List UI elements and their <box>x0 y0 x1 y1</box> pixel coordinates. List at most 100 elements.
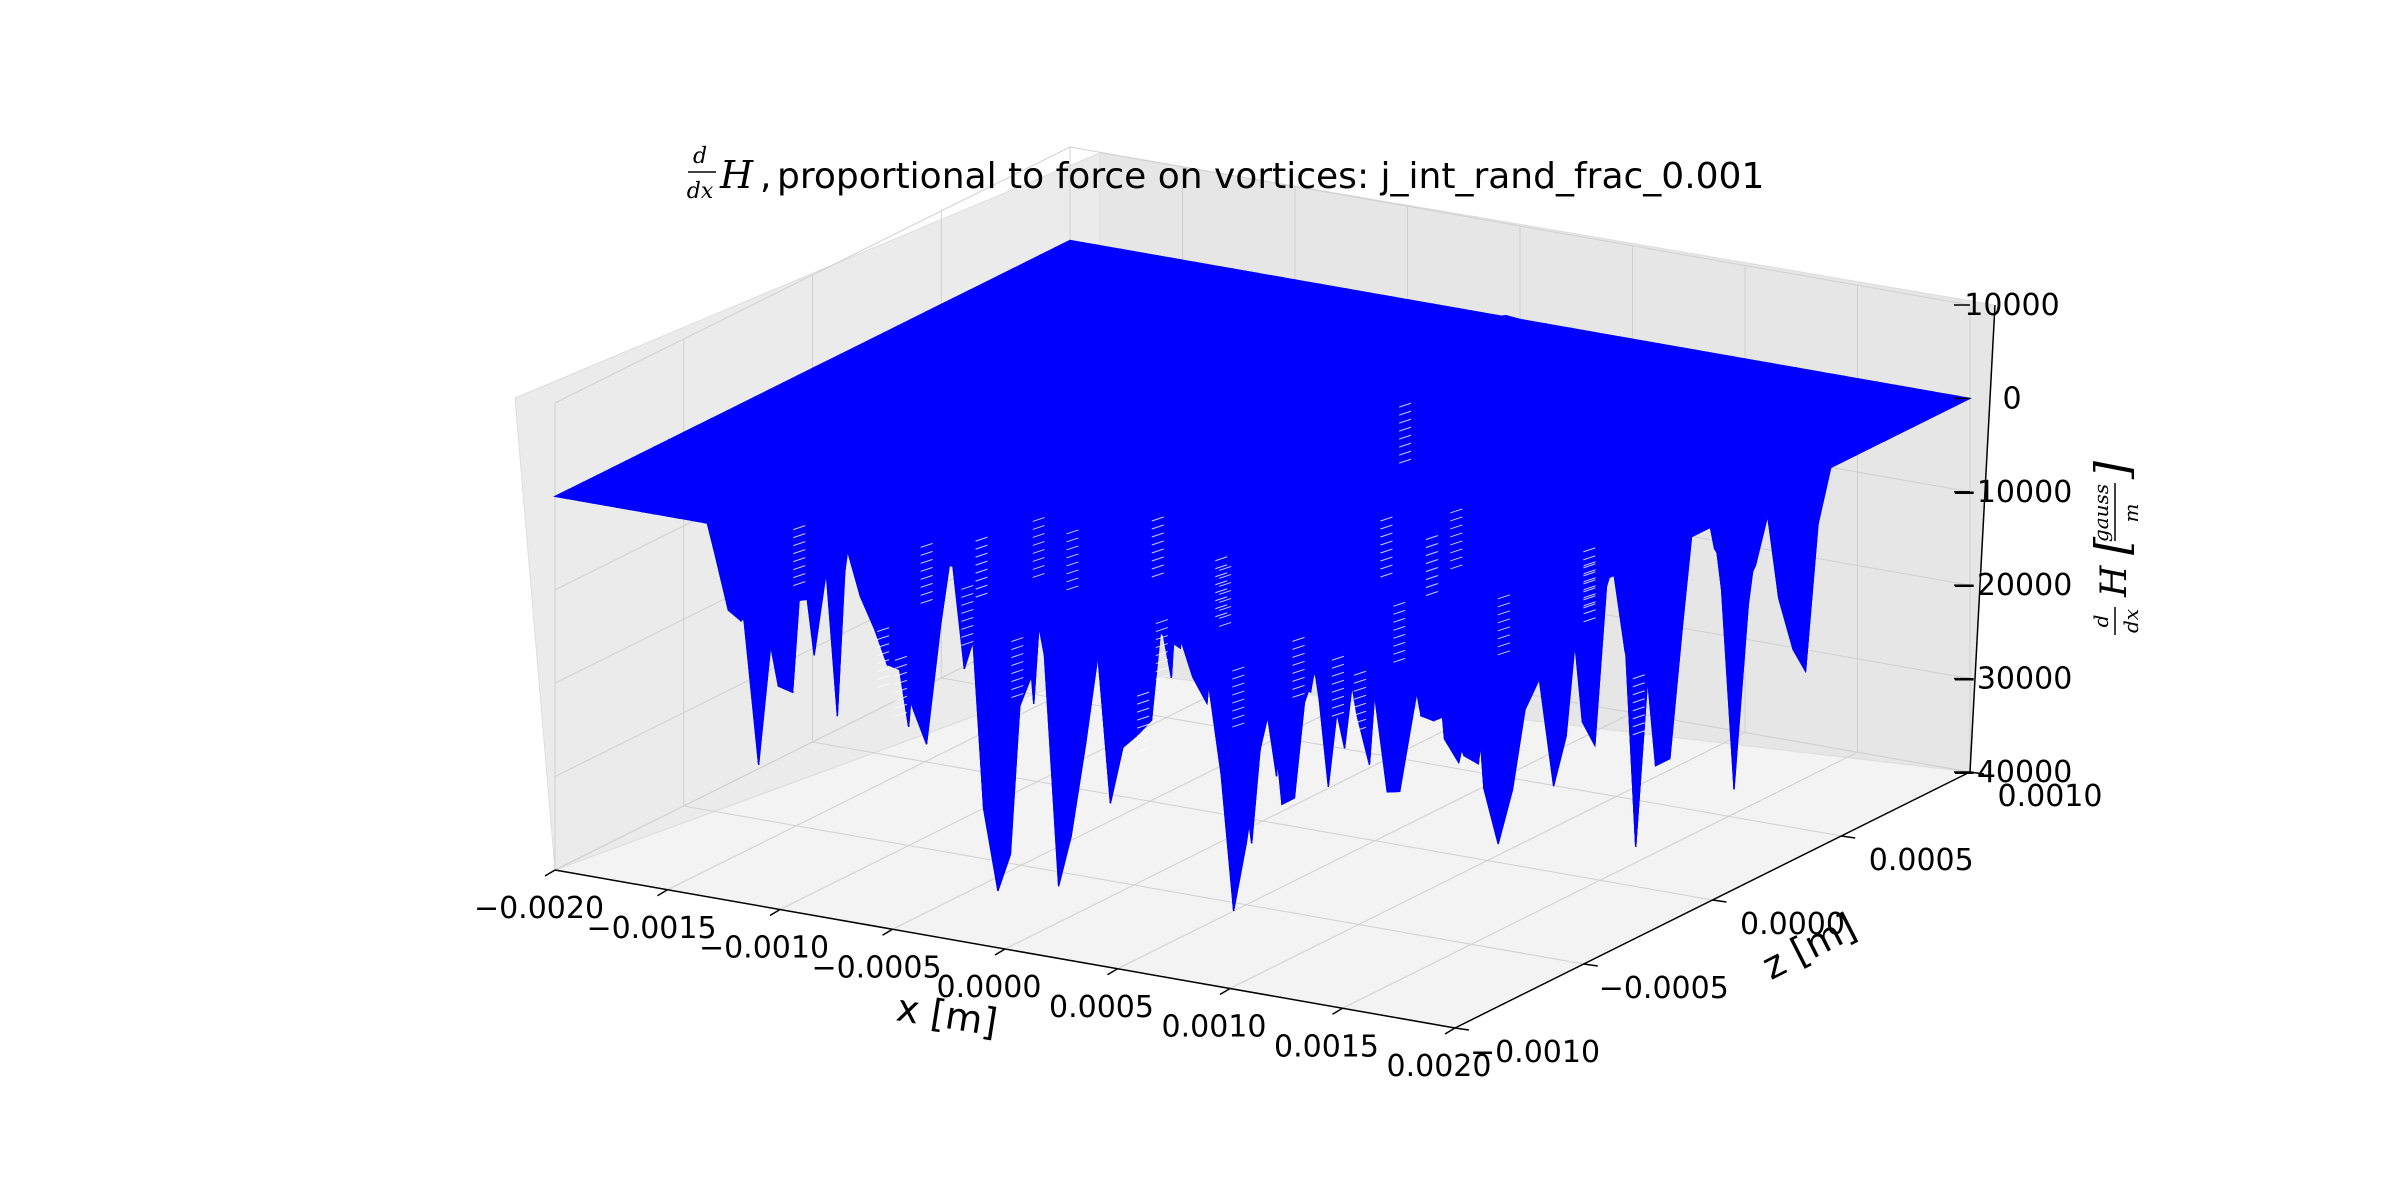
surface-hatch <box>1011 685 1024 691</box>
x-tick-mark <box>1444 1027 1456 1035</box>
surface-hatch <box>1425 535 1439 540</box>
surface-hatch <box>1011 669 1024 675</box>
surface-hatch <box>793 525 806 531</box>
surface-hatch <box>1380 532 1393 538</box>
surface-hatch <box>876 627 890 633</box>
surface-hatch <box>1399 410 1412 416</box>
surface-hatch <box>793 581 806 587</box>
surface-hatch <box>1066 585 1079 591</box>
surface-hatch <box>894 711 908 717</box>
surface-hatch <box>1232 674 1245 680</box>
surface-hatch <box>1232 706 1245 712</box>
surface-hatch <box>1066 569 1079 575</box>
z-tick-group: −0.0010 −0.0005 0.0000 0.0005 0.0010 <box>1454 771 2102 1070</box>
surface-hatch <box>1136 723 1150 729</box>
surface-hatch <box>1583 617 1596 623</box>
surface-hatch <box>1136 747 1150 753</box>
surface-hatch <box>1353 694 1367 700</box>
surface-hatch <box>920 558 933 564</box>
surface-hatch <box>1583 593 1596 599</box>
surface-hatch <box>894 687 908 693</box>
chart-title: d dx H , proportional to force on vortic… <box>687 144 1765 204</box>
surface-hatch <box>1151 532 1164 538</box>
surface-hatch <box>1497 634 1511 640</box>
surface-hatch <box>920 598 933 604</box>
x-tick-mark <box>769 908 781 917</box>
surface-hatch <box>1380 548 1393 554</box>
surface-hatch <box>1218 597 1232 603</box>
surface-hatch <box>1632 706 1645 712</box>
surface-hatch <box>1011 637 1024 643</box>
title-math-H: H <box>719 153 754 197</box>
surface-hatch <box>876 675 890 681</box>
surface-hatch <box>1136 707 1150 713</box>
surface-hatch <box>1032 548 1045 554</box>
surface-hatch <box>1032 540 1045 546</box>
surface-hatch <box>1331 671 1345 677</box>
surface-hatch <box>1583 601 1596 607</box>
surface-hatch <box>1218 605 1232 611</box>
surface-hatch <box>1292 652 1305 658</box>
x-tick-label: −0.0020 <box>474 891 604 926</box>
value-tick-label: −10000 <box>1952 475 2073 510</box>
surface-hatch <box>793 549 806 555</box>
surface-hatch <box>1066 529 1079 535</box>
surface-hatch <box>1331 663 1345 669</box>
surface-hatch <box>1380 540 1393 546</box>
surface-hatch <box>1450 540 1463 546</box>
surface-hatch <box>1032 556 1045 562</box>
surface-hatch <box>1380 516 1393 522</box>
surface-hatch <box>876 643 890 649</box>
surface-hatch <box>1393 641 1406 647</box>
surface-hatch <box>1583 569 1596 575</box>
surface-hatch <box>1393 601 1406 607</box>
surface-hatch <box>1215 612 1228 618</box>
surface-hatch <box>1155 643 1169 649</box>
surface-hatch <box>961 592 974 598</box>
z-tick-mark <box>1969 771 1985 775</box>
x-tick-mark <box>1332 1007 1343 1015</box>
surface-hatch <box>894 671 908 677</box>
surface-hatch <box>1011 645 1024 651</box>
surface-hatch <box>1393 617 1406 623</box>
surface-hatch <box>1497 610 1511 616</box>
surface-hatch <box>1215 572 1228 578</box>
surface-hatch <box>1583 563 1596 569</box>
surface-hatch <box>1353 670 1367 676</box>
surface-hatch <box>1393 633 1406 639</box>
surface-hatch <box>1331 711 1345 717</box>
surface-hatch <box>793 573 806 579</box>
z-tick-mark <box>1583 963 1598 967</box>
surface-hatch <box>1151 524 1164 530</box>
value-tick-label: −40000 <box>1952 755 2073 790</box>
surface-hatch <box>1232 682 1245 688</box>
surface-hatch <box>1425 591 1439 596</box>
x-tick-label: 0.0020 <box>1387 1049 1492 1084</box>
surface-hatch <box>876 651 890 657</box>
surface-hatch <box>1450 516 1463 522</box>
surface-hatch <box>1583 547 1596 553</box>
surface-hatch <box>1497 626 1511 632</box>
surface-hatch <box>1353 678 1367 684</box>
title-math-d: d <box>693 144 707 169</box>
surface-hatch <box>975 552 988 558</box>
surface-hatch <box>793 565 806 571</box>
surface-hatch <box>1136 731 1150 737</box>
value-math-d: d <box>2089 615 2113 628</box>
surface-hatch <box>1292 668 1305 674</box>
surface-hatch <box>1136 699 1150 705</box>
surface-hatch <box>1232 690 1245 696</box>
x-tick-label: 0.0005 <box>1049 990 1154 1025</box>
surface-hatch <box>1215 604 1228 610</box>
surface-hatch <box>920 550 933 556</box>
surface-hatch <box>1151 548 1164 554</box>
surface-hatch <box>1155 619 1169 625</box>
surface-hatch <box>1215 580 1228 586</box>
surface-hatch <box>1497 618 1511 624</box>
surface-hatch <box>1066 577 1079 583</box>
value-math-rbracket: ] <box>2085 461 2139 480</box>
surface-hatch <box>876 667 890 673</box>
surface-hatch <box>1583 571 1596 577</box>
surface-hatch <box>1399 426 1412 432</box>
surface-hatch <box>1583 579 1596 585</box>
